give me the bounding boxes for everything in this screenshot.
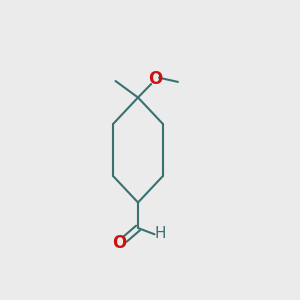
Text: O: O [148,70,163,88]
Text: H: H [155,226,166,241]
Text: O: O [112,234,127,252]
